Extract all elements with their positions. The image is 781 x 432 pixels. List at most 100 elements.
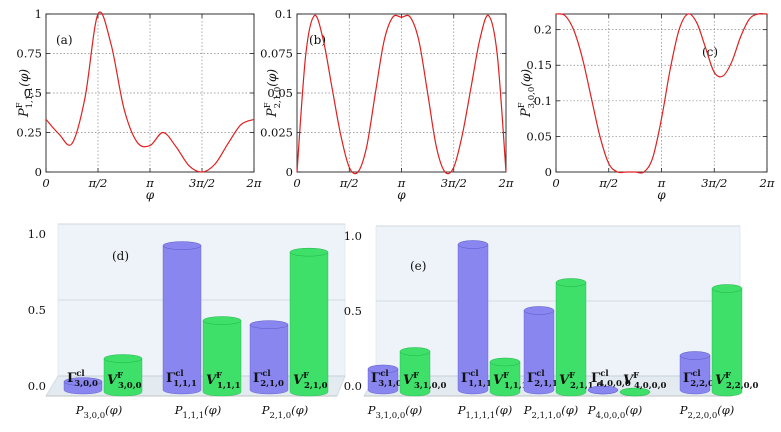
bar-top — [555, 278, 587, 287]
bar-label-sup: F — [725, 371, 731, 381]
category-sub: 1,1,1 — [183, 411, 205, 421]
category-arg: (φ) — [717, 403, 734, 417]
x-tick-label: 2π — [759, 176, 775, 190]
category-sub: 2,2,0,0 — [687, 411, 717, 421]
bar-label-sub: 2,1,0 — [304, 381, 328, 391]
bar-label: Γcl 1,1,1,1 — [461, 369, 501, 389]
category-arg: (φ) — [291, 403, 308, 417]
x-tick-label: 3π/2 — [189, 176, 215, 190]
bar-label-main: V — [403, 373, 415, 388]
y-label-main: P — [519, 108, 534, 118]
y-tick-label: 0 — [35, 165, 42, 179]
y-label-sup: F — [263, 102, 273, 108]
bar-label-main: Γ — [527, 371, 537, 386]
bar-label-sub: 2,1,0 — [260, 379, 284, 389]
bar-top — [619, 387, 651, 397]
bar-label-sup: cl — [600, 369, 609, 379]
bar-label-sub: 3,1,0,0 — [414, 381, 447, 391]
bar-label-sup: cl — [536, 369, 545, 379]
y-axis-label: PF1,1,1(φ) — [15, 69, 35, 118]
bar-body — [711, 288, 743, 397]
bar-top — [587, 385, 619, 395]
y-label-sub: 2,1,0 — [273, 87, 283, 109]
bar-label-main: Γ — [683, 371, 693, 386]
category-main: P — [679, 403, 688, 417]
bar-body — [103, 358, 143, 397]
x-axis-label: φ — [657, 188, 666, 202]
y-label-sup: F — [517, 102, 527, 108]
bar-top — [289, 247, 329, 257]
bar-body — [367, 368, 399, 395]
x-tick-label: π — [397, 176, 406, 190]
bar-label: VF 3,0,0 — [107, 371, 142, 391]
bar-label-sub: 1,1,1,1 — [504, 381, 537, 391]
bar-label-sup: cl — [76, 369, 85, 379]
y-label-sup: F — [15, 102, 25, 108]
y-tick-label: 0.05 — [526, 129, 552, 143]
category-label: P1,1,1(φ) — [174, 403, 221, 421]
category-sub: 2,1,1,0 — [531, 411, 561, 421]
bar-label: VF 2,1,1,0 — [559, 371, 603, 391]
category-main: P — [174, 403, 183, 417]
x-tick-label: 2π — [498, 176, 514, 190]
series-line — [45, 11, 255, 173]
bar-label-sup: F — [413, 371, 419, 381]
bar-label: VF 4,0,0,0 — [623, 371, 667, 391]
y-axis-label: PF3,0,0(φ) — [517, 69, 537, 118]
panel-label: (e) — [410, 259, 426, 273]
category-main: P — [457, 403, 466, 417]
bar-label-sub: 1,1,1 — [173, 379, 197, 389]
y-tick-label: 0.5 — [344, 304, 362, 318]
bar-label-main: Γ — [67, 371, 77, 386]
y-tick-label: 1.0 — [344, 229, 362, 243]
bar-top — [162, 241, 202, 250]
y-tick-label: 0.5 — [24, 86, 42, 100]
x-tick-label: π — [657, 176, 666, 190]
category-label: P3,1,0,0(φ) — [367, 403, 423, 421]
category-main: P — [261, 403, 270, 417]
bar-label: Γcl 3,1,0,0 — [371, 369, 411, 389]
y-tick-label: 0.1 — [534, 94, 552, 108]
bar-top — [457, 240, 489, 249]
y-tick-label: 0.2 — [534, 23, 552, 37]
x-axis-label: φ — [146, 188, 155, 202]
bar-label-sup: F — [303, 371, 309, 381]
bar-label-main: Γ — [166, 371, 176, 386]
bar-label-main: Γ — [253, 371, 263, 386]
x-tick-label: 0 — [293, 176, 300, 190]
y-tick-label: 0.75 — [16, 47, 42, 61]
y-tick-label: 0.15 — [526, 58, 552, 72]
bar-top — [489, 357, 521, 367]
bar-label-main: Γ — [371, 371, 381, 386]
bar-body — [555, 282, 587, 397]
bar-label: Γcl 1,1,1 — [166, 369, 197, 389]
x-axis-label: φ — [397, 188, 406, 202]
x-tick-label: 0 — [552, 176, 559, 190]
x-tick-label: 0 — [42, 176, 49, 190]
bar-label-sub: 1,1,1 — [217, 381, 241, 391]
bar-top — [399, 347, 431, 356]
x-tick-label: 2π — [246, 176, 262, 190]
bar-label-main: V — [107, 373, 119, 388]
category-label: P3,0,0(φ) — [75, 403, 122, 421]
y-tick-label: 0 — [286, 165, 293, 179]
y-tick-label: 1 — [35, 7, 42, 21]
x-tick-label: π/2 — [339, 176, 359, 190]
bar-top — [249, 320, 289, 329]
bar-body — [162, 245, 202, 395]
y-label-main: P — [265, 108, 280, 118]
category-label: P2,1,0(φ) — [261, 403, 308, 421]
category-main: P — [75, 403, 84, 417]
y-label-sub: 3,0,0 — [527, 87, 537, 109]
y-label-main: P — [17, 108, 32, 118]
bar-body — [523, 310, 555, 395]
category-sub: 1,1,1,1 — [465, 411, 495, 421]
bar-top — [202, 316, 242, 325]
category-arg: (φ) — [405, 403, 422, 417]
y-tick-label: 1.0 — [28, 227, 46, 241]
bar-label-main: V — [293, 373, 305, 388]
bar-label-main: Γ — [591, 371, 601, 386]
y-tick-label: 0.05 — [267, 86, 293, 100]
bar-label-sub: 3,0,0 — [74, 379, 98, 389]
